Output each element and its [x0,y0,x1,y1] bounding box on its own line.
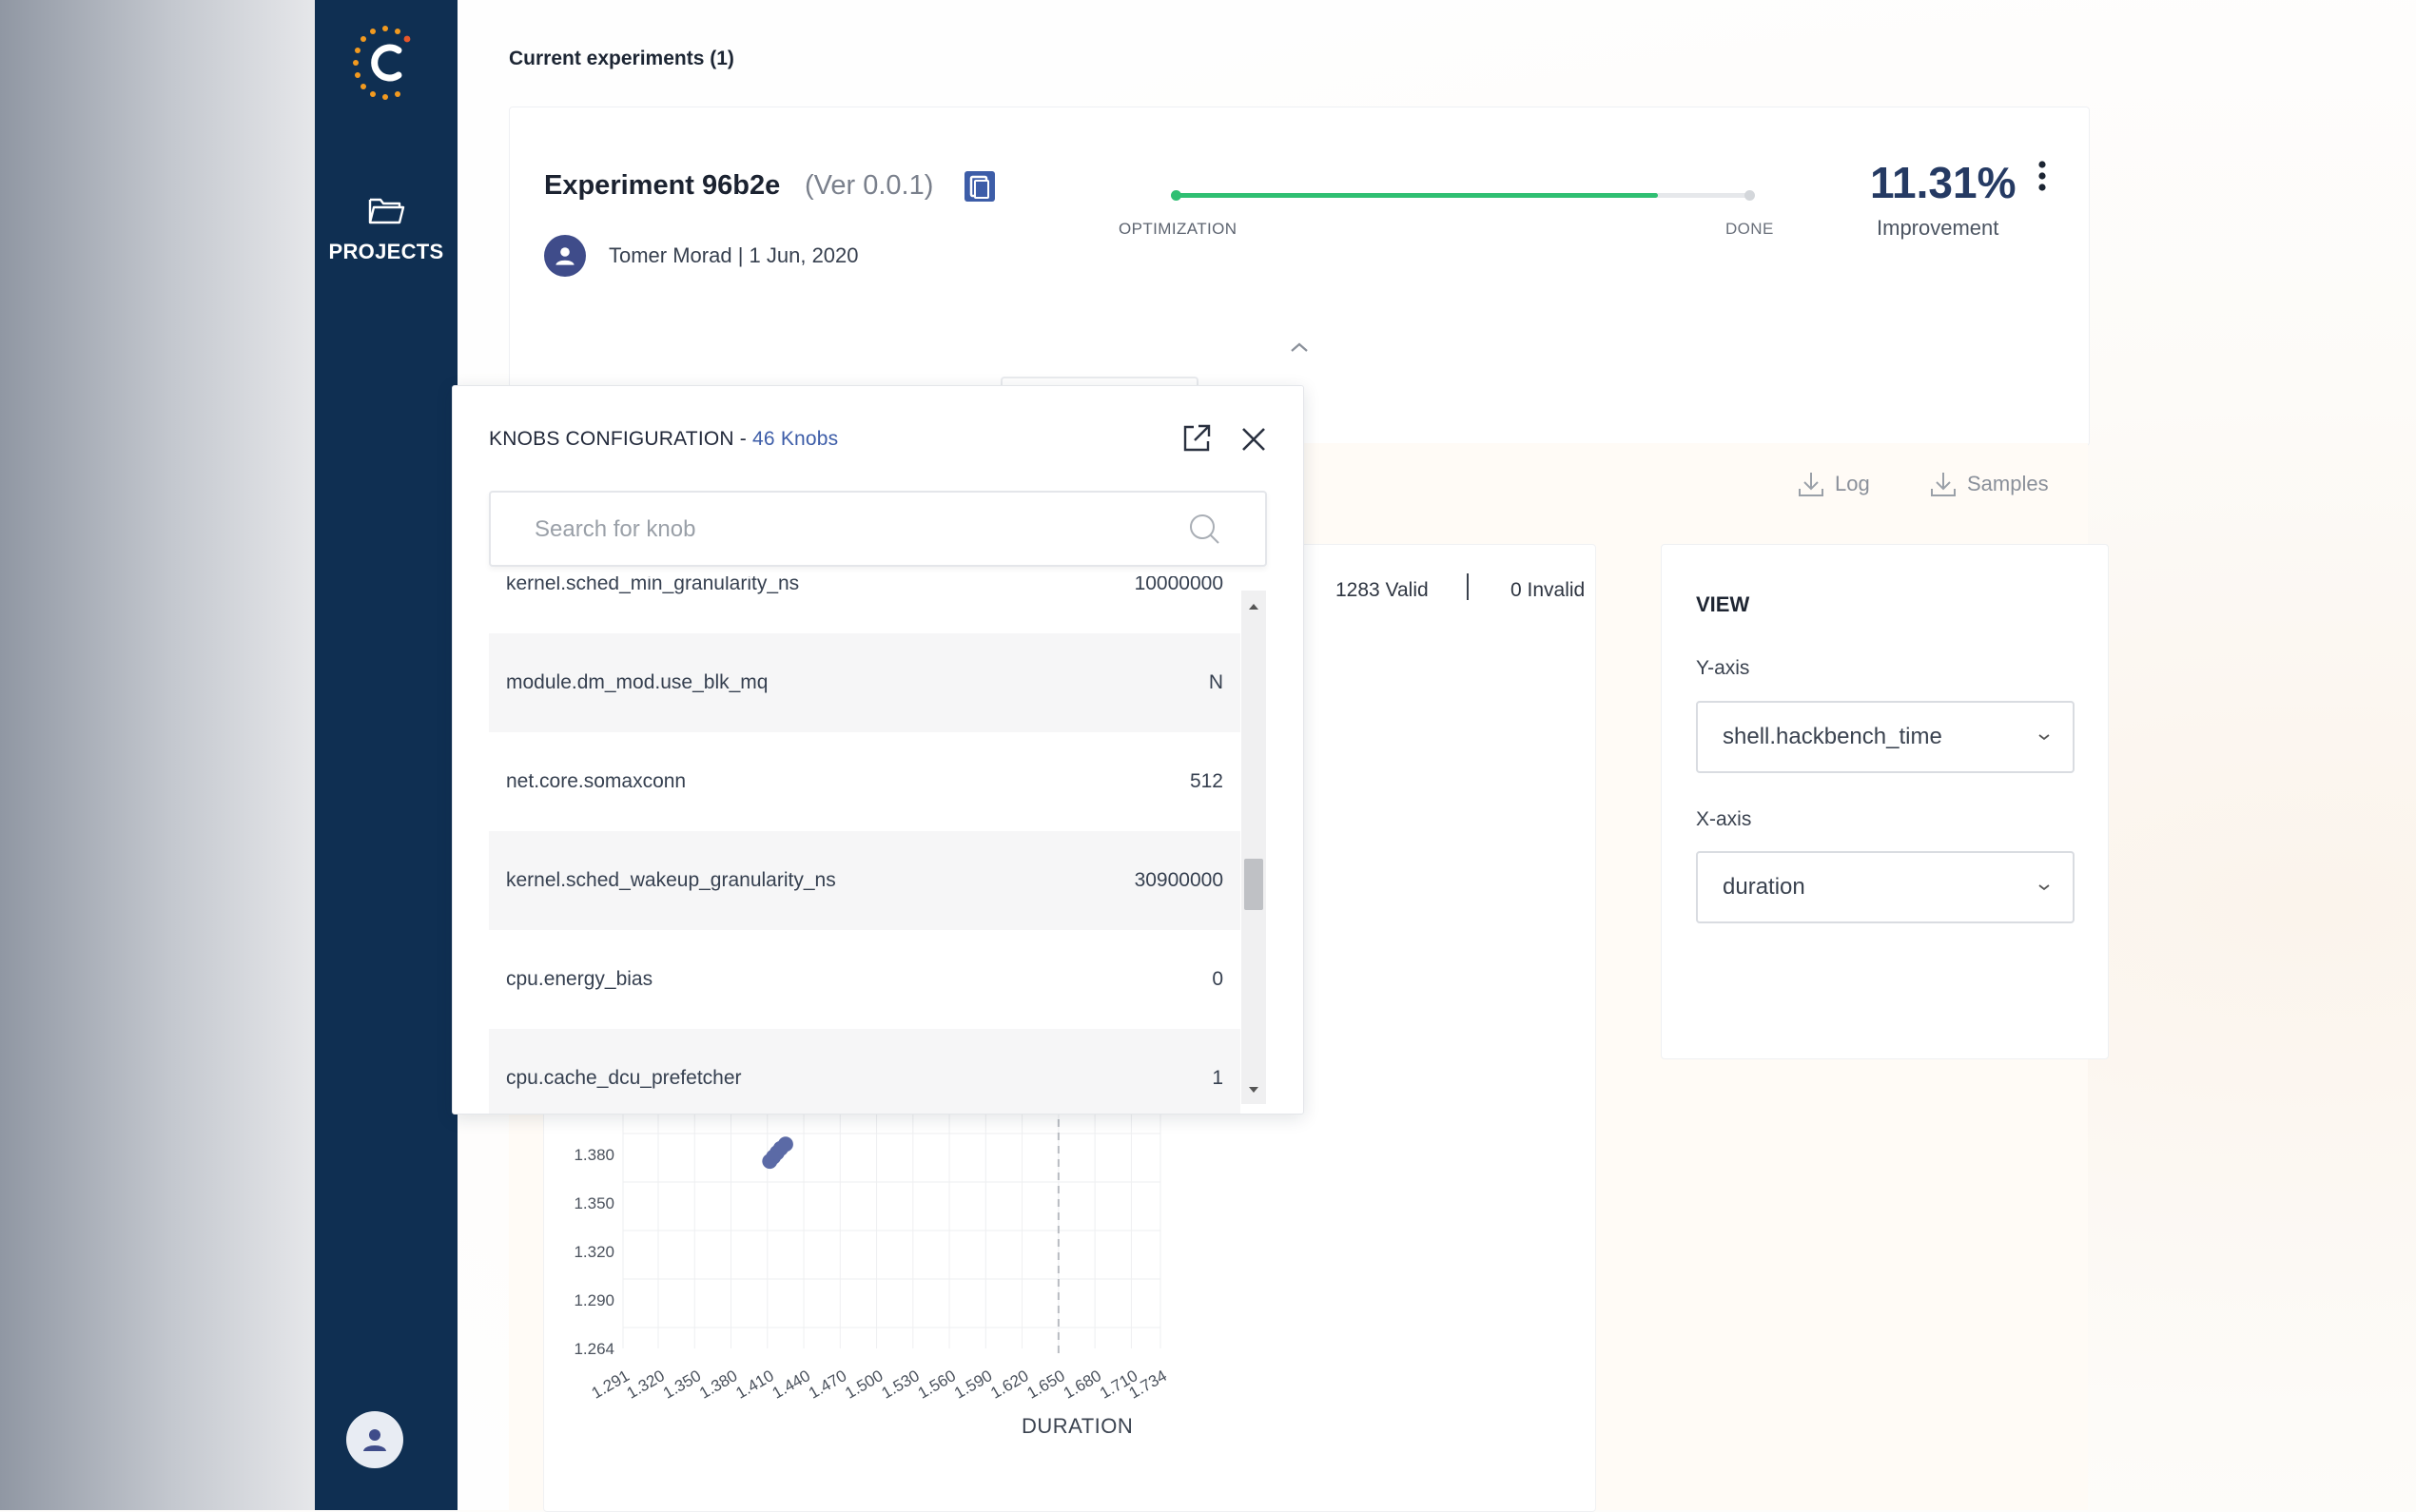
x-tick-label: 1.410 [732,1367,776,1403]
knobs-count: 46 Knobs [752,428,839,450]
background-left [0,0,315,1510]
knob-value: 1 [1212,1067,1223,1089]
close-icon[interactable] [1238,424,1269,455]
knob-value: 30900000 [1134,869,1223,891]
invalid-count: 0 Invalid [1510,579,1586,601]
x-tick-label: 1.650 [1024,1367,1068,1403]
knob-row[interactable]: cpu.energy_bias 0 [489,930,1240,1029]
x-axis-select[interactable]: duration [1696,851,2075,923]
x-tick-label: 1.320 [624,1367,668,1403]
app-logo[interactable] [347,21,423,107]
knob-name: module.dm_mod.use_blk_mq [506,671,769,693]
improvement-label: Improvement [1877,216,1999,240]
copy-icon[interactable] [962,168,998,204]
x-axis-title: DURATION [1022,1414,1134,1438]
x-axis-select-value: duration [1723,874,1805,900]
x-tick-label: 1.500 [842,1367,886,1403]
knobs-scrollbar[interactable] [1241,591,1266,1104]
scroll-down-icon[interactable] [1247,1085,1260,1095]
scroll-up-icon[interactable] [1247,602,1260,611]
x-tick-label: 1.560 [915,1367,959,1403]
download-icon [1799,473,1823,496]
experiment-owner-date: Tomer Morad | 1 Jun, 2020 [609,243,859,267]
view-title: VIEW [1696,592,1750,616]
chevron-down-icon [2038,734,2050,741]
y-axis-select[interactable]: shell.hackbench_time [1696,701,2075,773]
y-tick-label: 1.380 [574,1146,614,1164]
progress-end-dot [1744,190,1755,201]
sidebar-item-projects[interactable]: PROJECTS [315,195,458,281]
y-axis-label: Y-axis [1696,657,1750,679]
progress-start-dot [1171,190,1181,201]
knobs-popup-title: KNOBS CONFIGURATION - 46 Knobs [489,428,838,451]
experiment-name[interactable]: Experiment 96b2e [544,170,781,201]
x-tick-label: 1.530 [878,1367,922,1403]
sidebar-item-label: PROJECTS [328,240,444,263]
folder-icon [367,195,405,230]
download-samples-button[interactable]: Samples [1929,470,2049,498]
knob-value: 10000000 [1134,576,1223,594]
knobs-popup-title-text: KNOBS CONFIGURATION - [489,428,753,450]
knob-row[interactable]: kernel.sched_min_granularity_ns 10000000 [489,576,1240,633]
knob-name: kernel.sched_wakeup_granularity_ns [506,869,836,891]
knob-name: cpu.cache_dcu_prefetcher [506,1067,742,1089]
knob-row[interactable]: module.dm_mod.use_blk_mq N [489,633,1240,732]
download-icon [1931,473,1956,496]
knobs-list[interactable]: kernel.sched_min_granularity_ns 10000000 m… [489,576,1240,1114]
y-tick-label: 1.350 [574,1194,614,1212]
knob-value: 512 [1189,770,1223,792]
x-tick-label: 1.380 [696,1367,740,1403]
experiment-version: (Ver 0.0.1) [805,170,934,201]
search-icon[interactable] [1187,512,1223,548]
x-axis-label: X-axis [1696,808,1752,830]
x-tick-label: 1.440 [770,1367,813,1403]
knob-row[interactable]: kernel.sched_wakeup_granularity_ns 309000… [489,831,1240,930]
y-tick-label: 1.264 [574,1340,614,1358]
download-samples-label: Samples [1967,472,2049,495]
scrollbar-thumb[interactable] [1244,859,1263,910]
knob-row[interactable]: cpu.cache_dcu_prefetcher 1 [489,1029,1240,1114]
knobs-configuration-popup: KNOBS CONFIGURATION - 46 Knobs kernel.sc… [452,385,1304,1115]
x-tick-label: 1.680 [1061,1367,1104,1403]
knob-name: kernel.sched_min_granularity_ns [506,576,800,594]
download-log-button[interactable]: Log [1797,470,1870,498]
stage-done-label: DONE [1725,220,1774,238]
user-icon [363,1429,386,1451]
x-tick-label: 1.590 [951,1367,995,1403]
download-log-label: Log [1835,472,1870,495]
user-icon [555,247,575,265]
x-tick-label: 1.620 [987,1367,1031,1403]
stage-optimization-label: OPTIMIZATION [1119,220,1237,238]
knob-name: cpu.energy_bias [506,968,653,990]
open-external-icon[interactable] [1180,422,1213,455]
knob-value: 0 [1212,968,1223,990]
owner-avatar [544,235,586,277]
chevron-down-icon [2038,884,2050,891]
progress-fill [1176,193,1659,198]
user-avatar[interactable] [346,1411,403,1468]
sidebar: PROJECTS [315,0,458,1510]
knob-row[interactable]: net.core.somaxconn 512 [489,732,1240,831]
experiment-progress-bar [1171,190,1755,201]
knob-name: net.core.somaxconn [506,770,687,792]
x-tick-label: 1.470 [806,1367,849,1403]
more-options-icon[interactable] [2033,157,2052,195]
chevron-up-icon[interactable] [1288,339,1311,355]
y-tick-label: 1.320 [574,1243,614,1261]
data-point [777,1136,793,1153]
y-tick-label: 1.290 [574,1291,614,1309]
x-tick-label: 1.350 [660,1367,704,1403]
knob-search-input[interactable] [533,510,1145,550]
stats-divider [1467,573,1469,600]
page-title: Current experiments (1) [509,48,734,69]
knob-value: N [1208,671,1223,693]
improvement-value: 11.31% [1870,158,2017,207]
valid-count: 1283 Valid [1335,579,1429,601]
y-axis-select-value: shell.hackbench_time [1723,724,1942,749]
view-panel: VIEW Y-axis shell.hackbench_time X-axis … [1661,544,2109,1059]
knob-search-field[interactable] [489,491,1267,567]
